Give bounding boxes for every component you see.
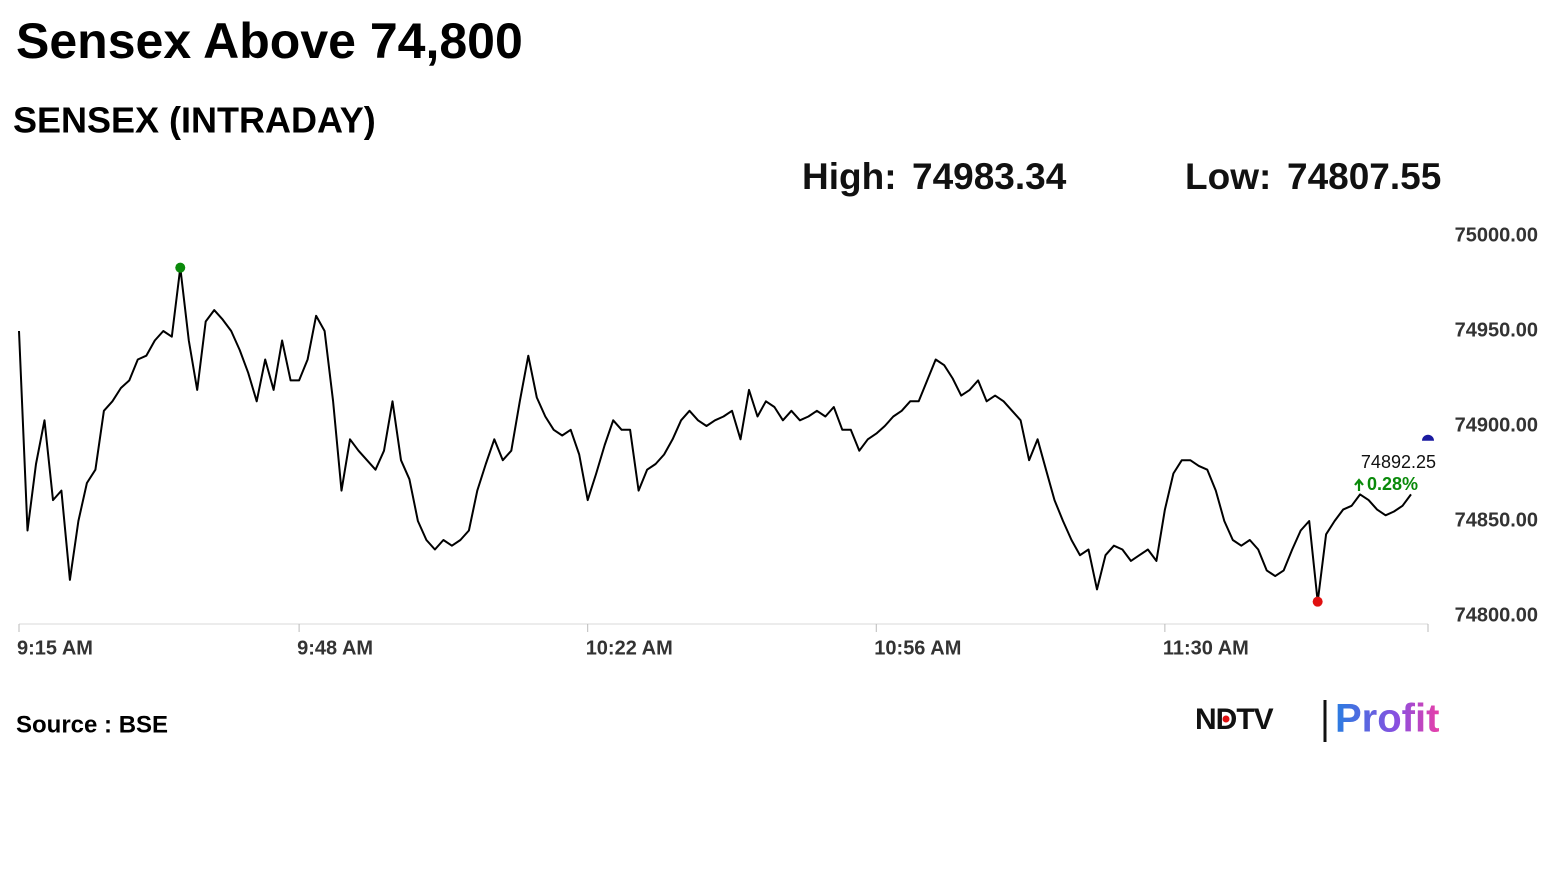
y-tick-label: 74800.00 (1455, 604, 1538, 626)
chart-title: Sensex Above 74,800 (16, 13, 523, 69)
low-value: 74807.55 (1287, 156, 1441, 197)
high-marker (175, 262, 186, 273)
x-tick-label: 11:30 AM (1163, 637, 1249, 659)
y-tick-label: 74950.00 (1455, 319, 1538, 341)
x-tick-label: 10:22 AM (586, 637, 673, 659)
x-tick-label: 9:15 AM (17, 637, 93, 659)
x-tick-label: 10:56 AM (874, 637, 961, 659)
low-label: Low: (1185, 156, 1271, 197)
y-tick-label: 75000.00 (1455, 224, 1538, 246)
brand-dot (1222, 715, 1230, 723)
low-marker (1312, 596, 1323, 607)
last-marker (1422, 434, 1434, 441)
y-tick-label: 74850.00 (1455, 509, 1538, 531)
source: Source : BSE (16, 711, 168, 738)
price-line (18, 266, 1412, 603)
high-value: 74983.34 (912, 156, 1067, 197)
up-arrow (1354, 478, 1364, 491)
x-tick-label: 9:48 AM (297, 637, 373, 659)
y-tick-label: 74900.00 (1455, 414, 1538, 436)
brand-profit: Profit (1335, 697, 1439, 741)
chart-subtitle: SENSEX (INTRADAY) (13, 100, 376, 141)
last-value: 74892.25 (1361, 452, 1436, 472)
brand-ndtv: NDTV (1195, 703, 1274, 736)
high-label: High: (802, 156, 897, 197)
change-value: 0.28% (1367, 474, 1418, 494)
